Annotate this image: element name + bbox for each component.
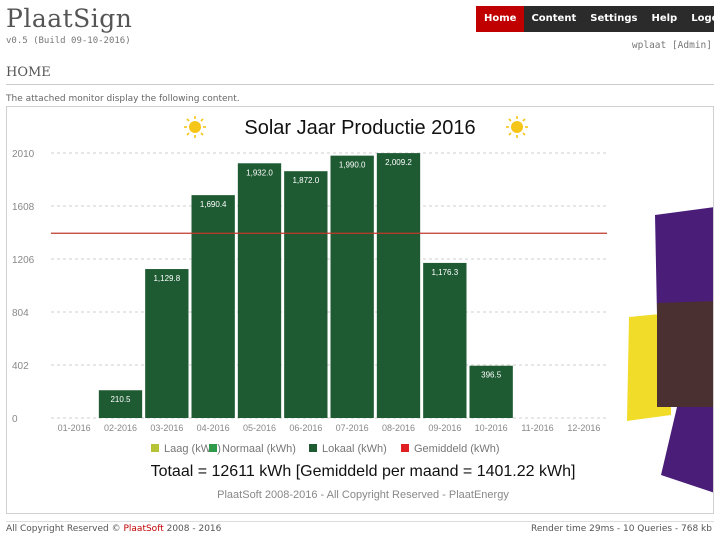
bar-value-label: 396.5	[481, 371, 502, 380]
y-tick-label: 1206	[12, 255, 35, 266]
bar	[423, 262, 467, 418]
y-tick-label: 2010	[12, 149, 35, 160]
chart-bars: 210.5 1,129.8 1,690.4 1,932.0 1,872.0 1,990.0…	[98, 153, 513, 418]
bar	[191, 195, 235, 418]
footer-copyright-text: All Copyright Reserved ©	[6, 524, 121, 534]
current-user: wplaat [Admin]	[631, 40, 712, 51]
logo-brown-shape	[657, 301, 713, 407]
legend-swatch	[309, 444, 317, 452]
x-tick-label: 01-2016	[58, 423, 91, 433]
solar-chart: Solar Jaar Productie 2016 0 402 804 1206 160…	[12, 116, 713, 501]
nav-help[interactable]: Help	[651, 13, 678, 24]
nav-settings[interactable]: Settings	[590, 13, 638, 24]
chart-grid: 0 402 804 1206 1608 2010	[12, 149, 607, 425]
bar	[376, 153, 421, 418]
footer-copyright: All Copyright Reserved © PlaatSoft 2008 …	[6, 524, 221, 534]
app-logo: PlaatSign	[6, 4, 133, 33]
bar-value-label: 1,690.4	[200, 200, 227, 209]
monitor-preview: Solar Jaar Productie 2016 0 402 804 1206 160…	[6, 106, 714, 514]
chart-x-labels: 01-2016 02-2016 03-2016 04-2016 05-2016 06-20…	[58, 423, 601, 433]
legend-label: Laag (kWh)	[164, 443, 221, 455]
x-tick-label: 05-2016	[243, 423, 276, 433]
chart-legend: Laag (kWh) Normaal (kWh) Lokaal (kWh) Gemid…	[151, 443, 500, 455]
x-tick-label: 11-2016	[521, 423, 553, 433]
nav-content[interactable]: Content	[531, 13, 577, 24]
legend-swatch	[401, 444, 409, 452]
sun-icon	[184, 116, 206, 138]
chart-summary: Totaal = 12611 kWh [Gemiddeld per maand …	[151, 463, 576, 480]
y-tick-label: 402	[12, 361, 29, 372]
x-tick-label: 07-2016	[336, 423, 369, 433]
nav-home[interactable]: Home	[476, 6, 525, 32]
x-tick-label: 10-2016	[475, 423, 508, 433]
bar	[330, 155, 374, 418]
x-tick-label: 02-2016	[104, 423, 137, 433]
chart-title-group: Solar Jaar Productie 2016	[184, 116, 528, 139]
legend-label: Lokaal (kWh)	[322, 443, 387, 455]
bar-value-label: 1,176.3	[431, 268, 458, 277]
x-tick-label: 09-2016	[428, 423, 461, 433]
x-tick-label: 08-2016	[382, 423, 415, 433]
bar	[284, 171, 328, 418]
main-nav: Home Content Settings Help Logout	[476, 6, 720, 32]
x-tick-label: 04-2016	[197, 423, 230, 433]
footer-years: 2008 - 2016	[166, 524, 222, 534]
bar	[469, 365, 513, 418]
title-divider	[6, 84, 714, 85]
y-tick-label: 1608	[12, 202, 35, 213]
plaatenergy-logo	[627, 207, 713, 493]
chart-credit: PlaatSoft 2008-2016 - All Copyright Rese…	[217, 489, 509, 501]
bar-value-label: 2,009.2	[385, 158, 412, 167]
bar-value-label: 1,872.0	[292, 176, 319, 185]
y-tick-label: 804	[12, 308, 29, 319]
bar-value-label: 1,990.0	[339, 161, 366, 170]
x-tick-label: 12-2016	[567, 423, 600, 433]
chart-title: Solar Jaar Productie 2016	[244, 117, 475, 139]
sun-icon	[506, 116, 528, 138]
bar-value-label: 1,932.0	[246, 168, 273, 177]
nav-logout[interactable]: Logout	[691, 13, 720, 24]
bar	[145, 269, 189, 418]
bar-value-label: 1,129.8	[153, 274, 180, 283]
legend-swatch	[151, 444, 159, 452]
bar	[237, 163, 282, 418]
bar-value-label: 210.5	[110, 395, 131, 404]
footer-divider	[6, 521, 714, 522]
page-intro: The attached monitor display the followi…	[6, 94, 240, 104]
legend-label: Normaal (kWh)	[222, 443, 296, 455]
page-title: HOME	[6, 65, 51, 80]
app-version: v0.5 (Build 09-10-2016)	[6, 36, 131, 46]
legend-label: Gemiddeld (kWh)	[414, 443, 500, 455]
y-tick-label: 0	[12, 414, 18, 425]
legend-swatch	[209, 444, 217, 452]
footer-brand-link[interactable]: PlaatSoft	[123, 524, 164, 534]
x-tick-label: 06-2016	[289, 423, 322, 433]
bar	[98, 390, 143, 418]
footer-stats: Render time 29ms - 10 Queries - 768 kb	[531, 524, 712, 534]
x-tick-label: 03-2016	[150, 423, 183, 433]
